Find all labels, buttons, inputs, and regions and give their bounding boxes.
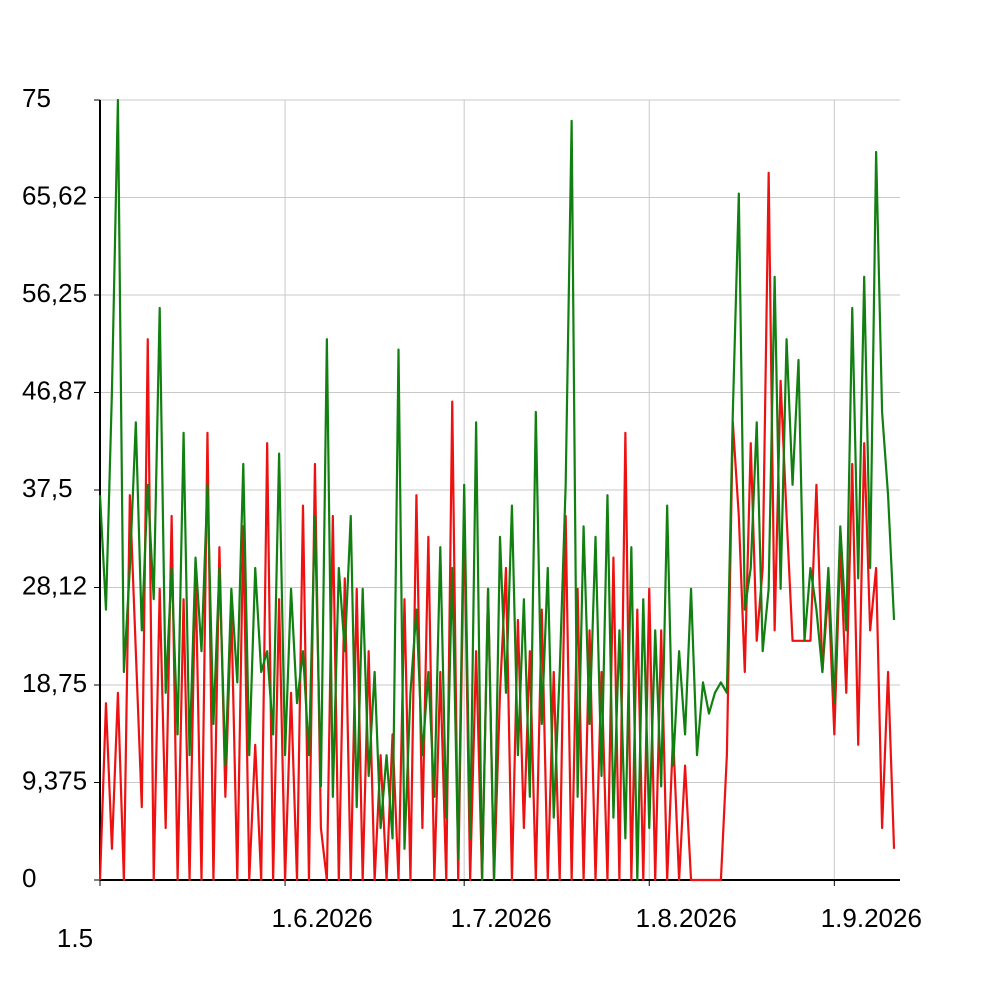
x-tick-label: 1.8.2026 — [636, 903, 737, 933]
y-tick-label: 65,62 — [22, 180, 87, 210]
y-tick-label: 37,5 — [22, 473, 73, 503]
y-tick-label: 56,25 — [22, 278, 87, 308]
y-tick-label: 9,375 — [22, 765, 87, 795]
y-tick-label: 28,12 — [22, 570, 87, 600]
y-tick-label: 75 — [22, 83, 51, 113]
x-tick-label: 1.5 — [57, 923, 93, 953]
series-line — [98, 98, 896, 882]
x-tick-label: 1.6.2026 — [271, 903, 372, 933]
x-tick-label: 1.9.2026 — [821, 903, 922, 933]
y-tick-label: 0 — [22, 863, 36, 893]
y-tick-label: 18,75 — [22, 668, 87, 698]
y-tick-label: 46,87 — [22, 375, 87, 405]
x-tick-label: 1.7.2026 — [451, 903, 552, 933]
